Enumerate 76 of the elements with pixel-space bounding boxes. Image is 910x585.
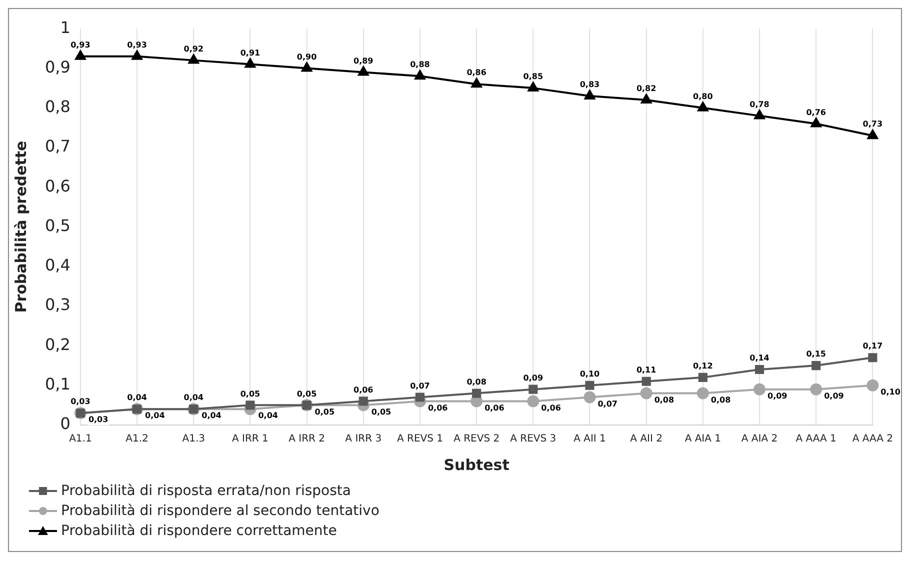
data-label: 0,06: [428, 403, 448, 412]
data-label: 0,76: [806, 108, 826, 117]
data-label: 0,06: [541, 403, 562, 412]
x-tick-label: A IRR 2: [288, 434, 325, 445]
x-tick-label: A AII 2: [630, 434, 662, 445]
data-label: 0,05: [371, 407, 392, 416]
y-tick-label: 0,5: [44, 216, 70, 235]
data-label: 0,93: [127, 40, 147, 50]
data-label: 0,83: [580, 80, 600, 90]
x-tick-label: A1.3: [182, 434, 205, 445]
x-tick-label: A AIA 2: [741, 434, 778, 445]
data-label: 0,17: [862, 342, 883, 351]
data-label: 0,04: [258, 411, 278, 420]
x-tick-label: A1.1: [69, 434, 92, 445]
data-label: 0,05: [314, 407, 335, 416]
y-tick-label: 0,1: [44, 374, 70, 394]
data-label: 0,15: [806, 350, 826, 359]
x-tick-label: A AAA 2: [852, 434, 893, 445]
data-label: 0,08: [466, 377, 487, 386]
x-tick-label: A1.2: [126, 434, 148, 445]
y-tick-label: 0,4: [44, 256, 70, 275]
data-label: 0,09: [824, 391, 844, 400]
y-axis-title: Probabilità predette: [12, 140, 30, 313]
data-label: 0,88: [410, 60, 430, 70]
legend-label: Probabilità di rispondere al secondo tentativo: [61, 503, 380, 519]
data-label: 0,73: [862, 120, 883, 129]
data-label: 0,12: [693, 362, 713, 371]
x-tick-label: A IRR 3: [345, 434, 382, 445]
data-label: 0,04: [184, 393, 204, 402]
data-label: 0,80: [693, 92, 714, 101]
y-tick-label: 0,6: [44, 176, 70, 196]
data-label: 0,03: [70, 397, 90, 406]
x-tick-label: A AII 1: [574, 434, 606, 445]
data-label: 0,05: [296, 389, 318, 398]
data-label: 0,06: [354, 385, 374, 394]
y-tick-label: 0,9: [44, 57, 70, 76]
data-label: 0,91: [240, 48, 261, 58]
x-tick-label: A AIA 1: [684, 434, 722, 445]
x-tick-label: A REVS 2: [454, 434, 500, 445]
data-label: 0,04: [145, 411, 166, 420]
data-label: 0,04: [127, 393, 148, 402]
data-label: 0,09: [523, 373, 544, 382]
data-label: 0,89: [354, 56, 374, 66]
data-label: 0,03: [88, 415, 108, 424]
data-label: 0,11: [636, 365, 657, 374]
data-label: 0,07: [410, 381, 430, 390]
legend-label: Probabilità di risposta errata/non risposta: [61, 483, 351, 499]
data-label: 0,10: [580, 369, 600, 378]
y-tick-label: 0,7: [44, 136, 70, 156]
data-label: 0,10: [880, 387, 901, 396]
x-tick-label: A REVS 3: [510, 434, 556, 445]
y-tick-label: 0,3: [44, 295, 70, 314]
y-tick-label: 1: [60, 18, 70, 37]
data-label: 0,08: [710, 395, 732, 404]
x-tick-label: A AAA 1: [796, 434, 836, 445]
data-label: 0,85: [523, 72, 544, 82]
data-label: 0,08: [654, 395, 674, 404]
y-tick-label: 0,2: [44, 334, 70, 354]
data-label: 0,86: [466, 68, 487, 78]
data-label: 0,92: [184, 44, 204, 54]
data-label: 0,04: [202, 411, 222, 420]
data-label: 0,06: [484, 403, 505, 412]
data-label: 0,05: [240, 389, 261, 398]
x-tick-label: A REVS 1: [396, 434, 443, 445]
x-tick-label: A IRR 1: [232, 434, 268, 445]
y-tick-label: 0: [60, 414, 70, 434]
data-label: 0,93: [70, 40, 90, 50]
data-label: 0,90: [296, 52, 318, 62]
y-tick-label: 0,8: [44, 97, 70, 116]
data-label: 0,82: [636, 84, 656, 94]
x-axis-title: Subtest: [444, 456, 510, 474]
data-label: 0,14: [750, 354, 770, 363]
data-label: 0,07: [598, 399, 618, 408]
data-label: 0,78: [750, 100, 770, 109]
legend-label: Probabilità di rispondere correttamente: [61, 523, 337, 539]
data-label: 0,09: [768, 391, 788, 400]
